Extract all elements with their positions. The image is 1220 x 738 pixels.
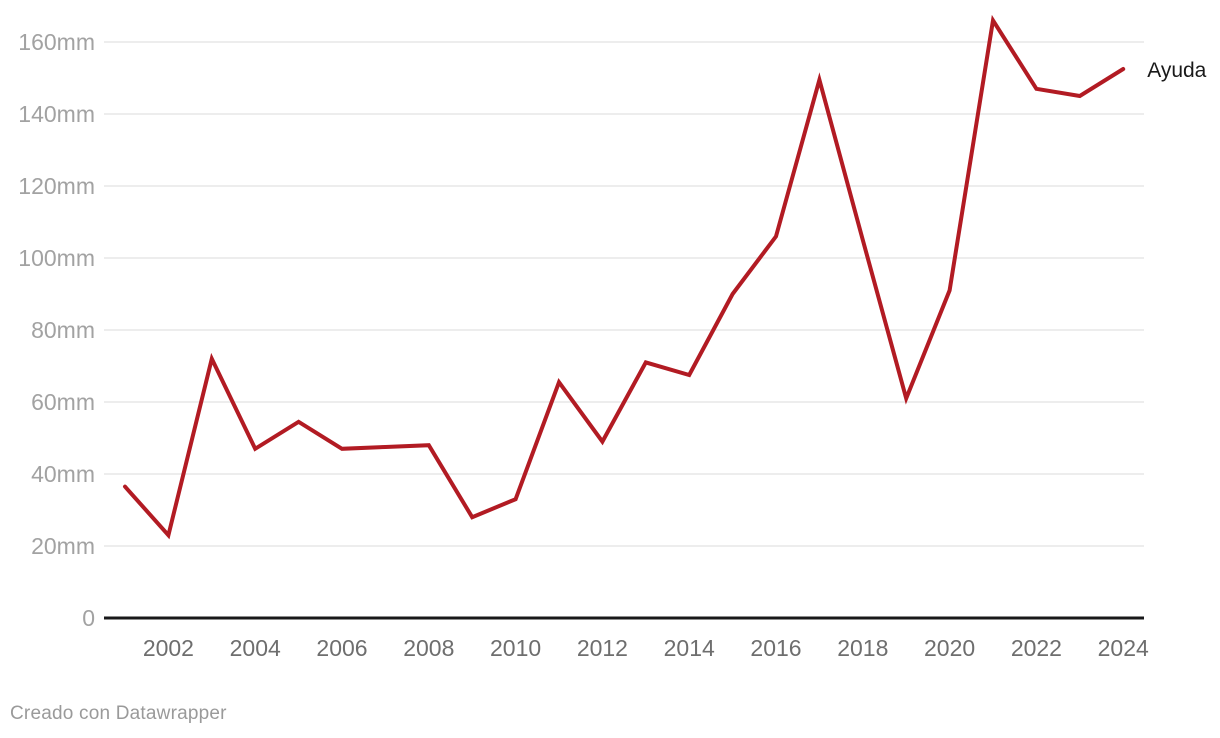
- y-tick-label: 80mm: [31, 317, 95, 343]
- x-tick-label: 2004: [230, 635, 281, 661]
- x-tick-label: 2002: [143, 635, 194, 661]
- y-tick-label: 20mm: [31, 533, 95, 559]
- y-tick-label: 100mm: [18, 245, 95, 271]
- series-line-ayuda: [123, 14, 1126, 540]
- y-tick-label: 140mm: [18, 101, 95, 127]
- y-tick-label: 40mm: [31, 461, 95, 487]
- x-tick-label: 2008: [403, 635, 454, 661]
- y-tick-label: 120mm: [18, 173, 95, 199]
- x-axis-labels-group: 2002 2004 2006 2008 2010 2012 2014 2016 2018 2020…: [143, 635, 1149, 661]
- gridlines-group: [104, 41, 1144, 547]
- y-tick-label: 160mm: [18, 29, 95, 55]
- y-tick-label: 60mm: [31, 389, 95, 415]
- y-tick-label: 0: [82, 605, 95, 631]
- y-axis-labels-group: 0 20mm 40mm 60mm 80mm 100mm 120mm 140mm 160mm: [18, 29, 95, 631]
- attribution-prefix: Creado con: [10, 703, 116, 724]
- x-tick-label: 2024: [1098, 635, 1149, 661]
- x-tick-label: 2006: [316, 635, 367, 661]
- x-tick-label: 2010: [490, 635, 541, 661]
- x-tick-label: 2014: [664, 635, 715, 661]
- x-tick-label: 2022: [1011, 635, 1062, 661]
- datawrapper-link[interactable]: Datawrapper: [115, 703, 227, 724]
- x-tick-label: 2012: [577, 635, 628, 661]
- series-label: Ayuda: [1147, 59, 1206, 82]
- x-tick-label: 2020: [924, 635, 975, 661]
- attribution-footer: Creado con Datawrapper: [10, 703, 227, 725]
- chart-canvas: 0 20mm 40mm 60mm 80mm 100mm 120mm 140mm 160mm 20…: [18, 14, 1207, 661]
- x-tick-label: 2016: [750, 635, 801, 661]
- x-tick-label: 2018: [837, 635, 888, 661]
